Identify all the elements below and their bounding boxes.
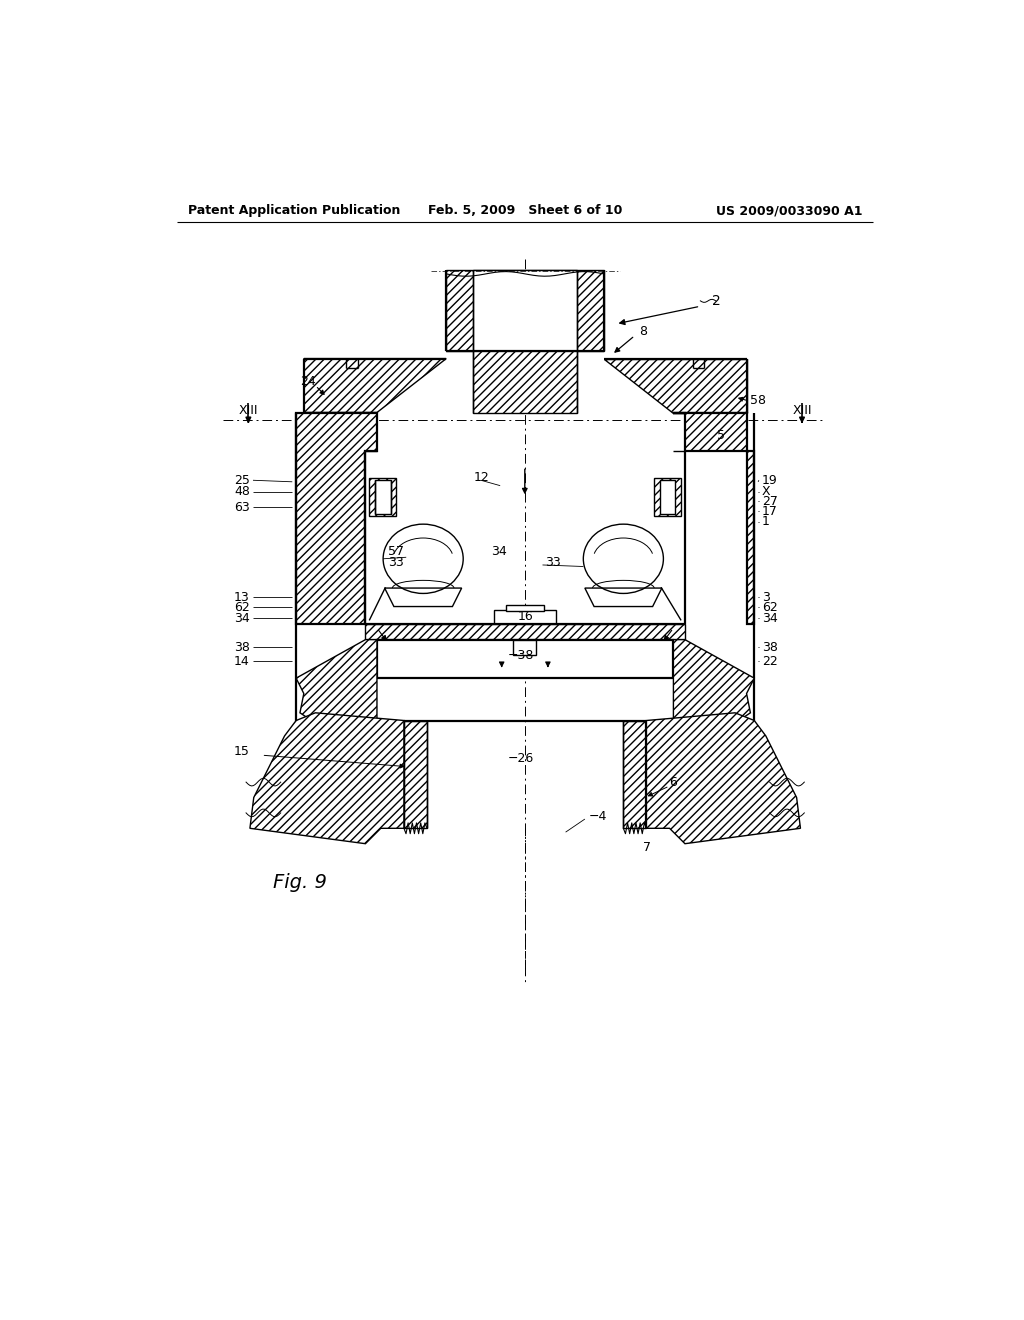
Text: 3: 3	[762, 591, 770, 603]
Text: 48: 48	[234, 486, 250, 499]
Text: 6: 6	[670, 776, 678, 788]
Text: US 2009/0033090 A1: US 2009/0033090 A1	[716, 205, 862, 218]
Polygon shape	[473, 271, 578, 351]
Polygon shape	[296, 640, 377, 721]
Polygon shape	[403, 721, 427, 829]
Polygon shape	[366, 624, 685, 640]
Text: 27: 27	[762, 495, 778, 508]
Text: 62: 62	[234, 601, 250, 614]
Text: 58: 58	[751, 395, 766, 408]
Polygon shape	[585, 589, 662, 607]
Text: 2: 2	[712, 294, 721, 308]
Polygon shape	[624, 721, 646, 829]
Text: X: X	[762, 486, 771, 499]
Text: 19: 19	[762, 474, 777, 487]
Bar	[377, 640, 674, 678]
Text: 7: 7	[643, 841, 650, 854]
Text: 22: 22	[762, 655, 777, 668]
Text: −26: −26	[508, 752, 535, 766]
Text: Fig. 9: Fig. 9	[273, 873, 327, 892]
Polygon shape	[674, 640, 755, 721]
Bar	[513, 640, 537, 655]
Polygon shape	[296, 412, 377, 624]
Text: XIII: XIII	[239, 404, 258, 417]
Text: 38: 38	[762, 640, 778, 653]
Text: 25: 25	[234, 474, 250, 487]
Text: −4: −4	[589, 810, 607, 824]
Text: 34: 34	[234, 611, 250, 624]
Text: 34: 34	[490, 545, 507, 557]
Text: XIII: XIII	[793, 404, 812, 417]
Text: 15: 15	[234, 744, 250, 758]
Text: 13: 13	[234, 591, 250, 603]
Bar	[659, 480, 675, 513]
Text: 17: 17	[762, 504, 778, 517]
Text: 16: 16	[518, 610, 534, 623]
Text: 24: 24	[300, 375, 315, 388]
Polygon shape	[646, 713, 801, 843]
Polygon shape	[385, 589, 462, 607]
Polygon shape	[250, 713, 403, 843]
Bar	[506, 605, 544, 611]
Polygon shape	[604, 359, 746, 412]
Text: 38: 38	[234, 640, 250, 653]
Polygon shape	[674, 412, 755, 624]
Text: −38: −38	[508, 648, 535, 661]
Text: 62: 62	[762, 601, 777, 614]
Text: Patent Application Publication: Patent Application Publication	[188, 205, 400, 218]
Text: Feb. 5, 2009   Sheet 6 of 10: Feb. 5, 2009 Sheet 6 of 10	[428, 205, 622, 218]
Text: 33: 33	[545, 556, 560, 569]
Bar	[494, 610, 556, 624]
Text: 14: 14	[234, 655, 250, 668]
Polygon shape	[473, 351, 578, 412]
Bar	[376, 480, 391, 513]
Text: 33: 33	[388, 556, 403, 569]
Polygon shape	[304, 359, 446, 412]
Text: 34: 34	[762, 611, 777, 624]
Text: 1: 1	[762, 515, 770, 528]
Polygon shape	[654, 478, 681, 516]
Polygon shape	[370, 478, 396, 516]
Text: 57: 57	[388, 545, 403, 557]
Text: 8: 8	[639, 325, 647, 338]
Text: 12: 12	[473, 471, 489, 484]
Text: 63: 63	[234, 500, 250, 513]
Text: 5: 5	[717, 429, 725, 442]
Polygon shape	[446, 271, 604, 351]
